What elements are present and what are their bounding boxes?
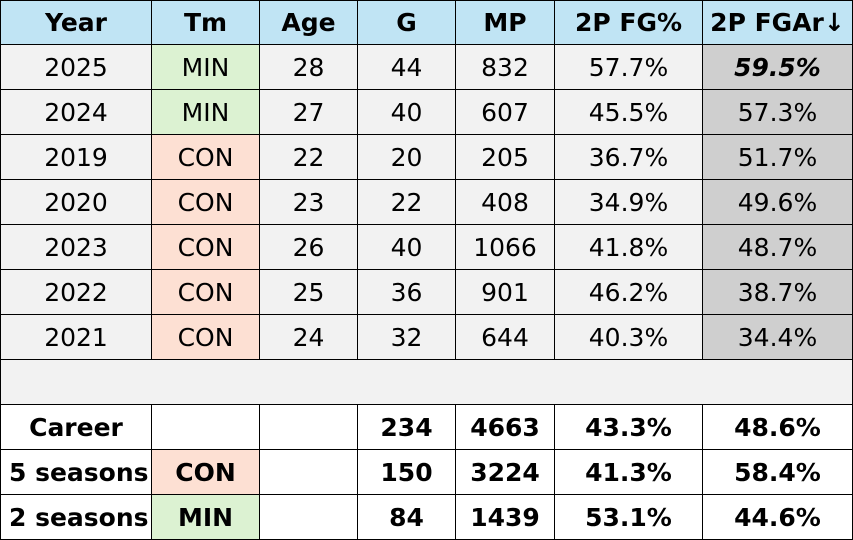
table-row: 2022 CON 25 36 901 46.2% 38.7%: [0, 269, 853, 315]
minutes-cell: 3224: [455, 449, 555, 495]
summary-label: 5 seasons: [0, 449, 152, 495]
age-cell: 27: [259, 89, 358, 135]
games-cell: 40: [357, 224, 456, 270]
team-cell: CON: [151, 269, 260, 315]
team-cell: CON: [151, 449, 260, 495]
fgar-cell: 44.6%: [702, 494, 853, 540]
age-cell: [259, 404, 358, 450]
fg-pct-cell: 34.9%: [554, 179, 703, 225]
header-row: Year Tm Age G MP 2P FG% 2P FGAr↓: [0, 0, 853, 45]
team-cell: MIN: [151, 44, 260, 90]
table-row: 2019 CON 22 20 205 36.7% 51.7%: [0, 134, 853, 180]
column-header-2p-fg-pct[interactable]: 2P FG%: [554, 0, 703, 45]
year-cell: 2025: [0, 44, 152, 90]
games-cell: 40: [357, 89, 456, 135]
age-cell: 24: [259, 314, 358, 360]
minutes-cell: 1066: [455, 224, 555, 270]
year-cell: 2022: [0, 269, 152, 315]
minutes-cell: 1439: [455, 494, 555, 540]
fgar-cell: 51.7%: [702, 134, 853, 180]
games-cell: 36: [357, 269, 456, 315]
age-cell: [259, 494, 358, 540]
column-header-team[interactable]: Tm: [151, 0, 260, 45]
fgar-cell: 48.7%: [702, 224, 853, 270]
spacer-row: [0, 359, 853, 405]
fg-pct-cell: 46.2%: [554, 269, 703, 315]
minutes-cell: 644: [455, 314, 555, 360]
fgar-cell: 38.7%: [702, 269, 853, 315]
fgar-cell: 59.5%: [702, 44, 853, 90]
fg-pct-cell: 36.7%: [554, 134, 703, 180]
year-cell: 2023: [0, 224, 152, 270]
minutes-cell: 832: [455, 44, 555, 90]
age-cell: 25: [259, 269, 358, 315]
fgar-cell: 57.3%: [702, 89, 853, 135]
summary-row-con: 5 seasons CON 150 3224 41.3% 58.4%: [0, 449, 853, 495]
column-header-year[interactable]: Year: [0, 0, 152, 45]
fg-pct-cell: 53.1%: [554, 494, 703, 540]
minutes-cell: 408: [455, 179, 555, 225]
year-cell: 2019: [0, 134, 152, 180]
table-row: 2021 CON 24 32 644 40.3% 34.4%: [0, 314, 853, 360]
games-cell: 234: [357, 404, 456, 450]
year-cell: 2020: [0, 179, 152, 225]
age-cell: 28: [259, 44, 358, 90]
column-header-minutes[interactable]: MP: [455, 0, 555, 45]
fgar-cell: 48.6%: [702, 404, 853, 450]
fg-pct-cell: 43.3%: [554, 404, 703, 450]
minutes-cell: 607: [455, 89, 555, 135]
table-row: 2020 CON 23 22 408 34.9% 49.6%: [0, 179, 853, 225]
summary-label: 2 seasons: [0, 494, 152, 540]
games-cell: 44: [357, 44, 456, 90]
team-cell: MIN: [151, 89, 260, 135]
minutes-cell: 4663: [455, 404, 555, 450]
games-cell: 84: [357, 494, 456, 540]
minutes-cell: 205: [455, 134, 555, 180]
games-cell: 20: [357, 134, 456, 180]
fg-pct-cell: 45.5%: [554, 89, 703, 135]
games-cell: 22: [357, 179, 456, 225]
fg-pct-cell: 57.7%: [554, 44, 703, 90]
team-cell: CON: [151, 314, 260, 360]
summary-label: Career: [0, 404, 152, 450]
fgar-cell: 34.4%: [702, 314, 853, 360]
team-cell: MIN: [151, 494, 260, 540]
team-cell: CON: [151, 134, 260, 180]
fgar-cell: 58.4%: [702, 449, 853, 495]
column-header-2p-fgar-sorted[interactable]: 2P FGAr↓: [702, 0, 853, 45]
fg-pct-cell: 40.3%: [554, 314, 703, 360]
table-row: 2023 CON 26 40 1066 41.8% 48.7%: [0, 224, 853, 270]
fg-pct-cell: 41.8%: [554, 224, 703, 270]
year-cell: 2024: [0, 89, 152, 135]
minutes-cell: 901: [455, 269, 555, 315]
year-cell: 2021: [0, 314, 152, 360]
team-cell: [151, 404, 260, 450]
table-row: 2025 MIN 28 44 832 57.7% 59.5%: [0, 44, 853, 90]
games-cell: 32: [357, 314, 456, 360]
fgar-cell: 49.6%: [702, 179, 853, 225]
games-cell: 150: [357, 449, 456, 495]
team-cell: CON: [151, 179, 260, 225]
team-cell: CON: [151, 224, 260, 270]
age-cell: 23: [259, 179, 358, 225]
spacer-cell: [0, 359, 853, 405]
fg-pct-cell: 41.3%: [554, 449, 703, 495]
summary-row-min: 2 seasons MIN 84 1439 53.1% 44.6%: [0, 494, 853, 540]
age-cell: 22: [259, 134, 358, 180]
summary-row-career: Career 234 4663 43.3% 48.6%: [0, 404, 853, 450]
column-header-age[interactable]: Age: [259, 0, 358, 45]
column-header-games[interactable]: G: [357, 0, 456, 45]
age-cell: [259, 449, 358, 495]
table-row: 2024 MIN 27 40 607 45.5% 57.3%: [0, 89, 853, 135]
age-cell: 26: [259, 224, 358, 270]
